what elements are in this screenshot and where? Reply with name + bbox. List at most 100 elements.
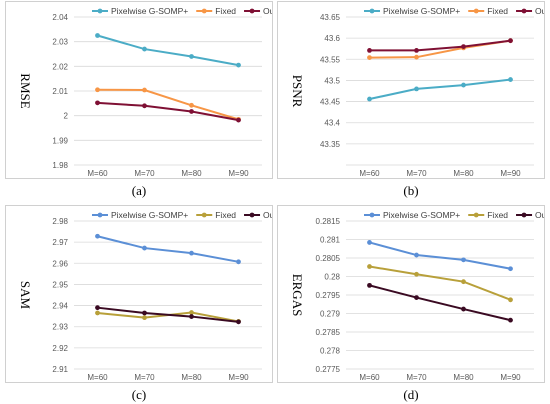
data-point bbox=[508, 317, 513, 323]
data-point bbox=[142, 87, 147, 93]
data-point bbox=[142, 46, 147, 52]
legend-item: Our bbox=[516, 210, 544, 220]
legend-item: Pixelwise G-SOMP+ bbox=[92, 6, 188, 16]
legend-label: Our bbox=[535, 210, 544, 220]
data-point bbox=[95, 100, 100, 106]
y-tick-label: 43.45 bbox=[320, 98, 341, 107]
data-point bbox=[367, 55, 372, 60]
data-point bbox=[95, 305, 100, 311]
data-point bbox=[236, 117, 241, 123]
y-tick-label: 2.93 bbox=[52, 323, 68, 332]
legend-label: Fixed bbox=[215, 6, 236, 16]
series-line bbox=[369, 78, 511, 101]
chart-panel-c: 2.91 2.92 2.93 2.94 2.95 2.96 2.97 2.98 M=60 M=70… bbox=[5, 205, 273, 383]
legend-marker bbox=[369, 8, 375, 14]
x-tick-label: M=60 bbox=[359, 373, 380, 382]
y-axis-label: ERGAS bbox=[290, 274, 305, 317]
data-point bbox=[414, 252, 419, 258]
y-tick-label: 0.28 bbox=[324, 273, 340, 282]
y-tick-label: 0.2785 bbox=[316, 328, 341, 337]
data-point bbox=[95, 233, 100, 239]
data-point bbox=[189, 54, 194, 59]
legend-marker bbox=[473, 212, 479, 218]
x-tick-label: M=70 bbox=[406, 169, 427, 178]
x-tick-label: M=70 bbox=[134, 169, 155, 178]
y-tick-label: 43.65 bbox=[320, 13, 341, 22]
series-line bbox=[369, 265, 511, 301]
data-point bbox=[414, 54, 419, 60]
data-point bbox=[189, 250, 194, 256]
caption-a: (a) bbox=[131, 183, 147, 198]
data-point bbox=[508, 77, 513, 82]
legend-marker bbox=[201, 8, 207, 14]
y-tick-label: 0.2805 bbox=[316, 254, 341, 263]
data-point bbox=[142, 310, 147, 316]
data-point bbox=[142, 245, 147, 251]
y-tick-label: 2.92 bbox=[52, 344, 68, 353]
data-point bbox=[461, 44, 466, 49]
x-tick-label: M=90 bbox=[500, 373, 521, 382]
y-tick-label: 2.98 bbox=[52, 217, 68, 226]
y-tick-label: 0.278 bbox=[320, 347, 341, 356]
legend-label: Our bbox=[263, 6, 272, 16]
data-point bbox=[189, 310, 194, 315]
series-line bbox=[97, 88, 239, 121]
series-line bbox=[369, 241, 511, 270]
chart-panel-a: 1.98 1.99 2 2.01 2.02 2.03 2.04 M=60 M=70 M=80 M=9… bbox=[5, 1, 273, 179]
y-axis-label: PSNR bbox=[290, 75, 305, 108]
data-point bbox=[236, 319, 241, 325]
legend-marker bbox=[521, 212, 527, 218]
legend-marker bbox=[249, 8, 255, 14]
data-point bbox=[461, 82, 466, 88]
legend-item: Pixelwise G-SOMP+ bbox=[364, 210, 460, 220]
legend-marker bbox=[201, 212, 207, 218]
legend-marker bbox=[473, 8, 479, 14]
y-tick-label: 2.95 bbox=[52, 280, 68, 289]
x-tick-label: M=90 bbox=[228, 169, 249, 178]
legend-label: Fixed bbox=[487, 6, 508, 16]
legend-marker bbox=[369, 212, 375, 218]
data-point bbox=[508, 38, 513, 44]
data-point bbox=[367, 240, 372, 245]
data-point bbox=[414, 295, 419, 300]
series-line bbox=[97, 306, 239, 323]
data-point bbox=[142, 315, 147, 321]
legend-marker bbox=[249, 212, 255, 218]
data-point bbox=[461, 257, 466, 263]
data-point bbox=[95, 33, 100, 38]
data-point bbox=[367, 282, 372, 288]
legend-item: Fixed bbox=[196, 6, 236, 16]
y-tick-label: 0.2795 bbox=[316, 291, 341, 300]
x-tick-label: M=60 bbox=[359, 169, 380, 178]
data-point bbox=[508, 266, 513, 272]
chart-panel-b: 43.35 43.4 43.45 43.5 43.55 43.6 43.65 M=60 M=70… bbox=[277, 1, 545, 179]
legend-item: Our bbox=[516, 6, 544, 16]
x-tick-label: M=90 bbox=[228, 373, 249, 382]
data-point bbox=[189, 102, 194, 108]
y-tick-label: 2.04 bbox=[52, 13, 68, 22]
x-tick-label: M=60 bbox=[87, 373, 108, 382]
chart-panel-d: 0.2775 0.278 0.2785 0.279 0.2795 0.28 0.2805 0.… bbox=[277, 205, 545, 383]
legend-label: Pixelwise G-SOMP+ bbox=[383, 6, 460, 16]
legend-label: Pixelwise G-SOMP+ bbox=[111, 6, 188, 16]
y-tick-label: 1.99 bbox=[52, 136, 68, 145]
chart-svg-d: 0.2775 0.278 0.2785 0.279 0.2795 0.28 0.2805 0.… bbox=[290, 210, 544, 382]
x-tick-label: M=80 bbox=[453, 373, 474, 382]
x-tick-label: M=90 bbox=[500, 169, 521, 178]
y-tick-label: 43.4 bbox=[324, 119, 340, 128]
y-tick-label: 2.96 bbox=[52, 259, 68, 268]
caption-d: (d) bbox=[403, 387, 419, 402]
y-tick-label: 2.03 bbox=[52, 38, 68, 47]
y-tick-label: 0.279 bbox=[320, 310, 341, 319]
chart-svg-c: 2.91 2.92 2.93 2.94 2.95 2.96 2.97 2.98 M=60 M=70… bbox=[18, 210, 272, 382]
data-point bbox=[142, 103, 147, 109]
legend-item: Fixed bbox=[468, 6, 508, 16]
legend-label: Fixed bbox=[487, 210, 508, 220]
series-line bbox=[369, 39, 511, 52]
series-line bbox=[97, 101, 239, 122]
y-tick-label: 1.98 bbox=[52, 161, 68, 170]
legend-item: Pixelwise G-SOMP+ bbox=[92, 210, 188, 220]
legend-item: Our bbox=[244, 210, 272, 220]
y-tick-label: 2 bbox=[64, 112, 69, 121]
data-point bbox=[236, 259, 241, 265]
